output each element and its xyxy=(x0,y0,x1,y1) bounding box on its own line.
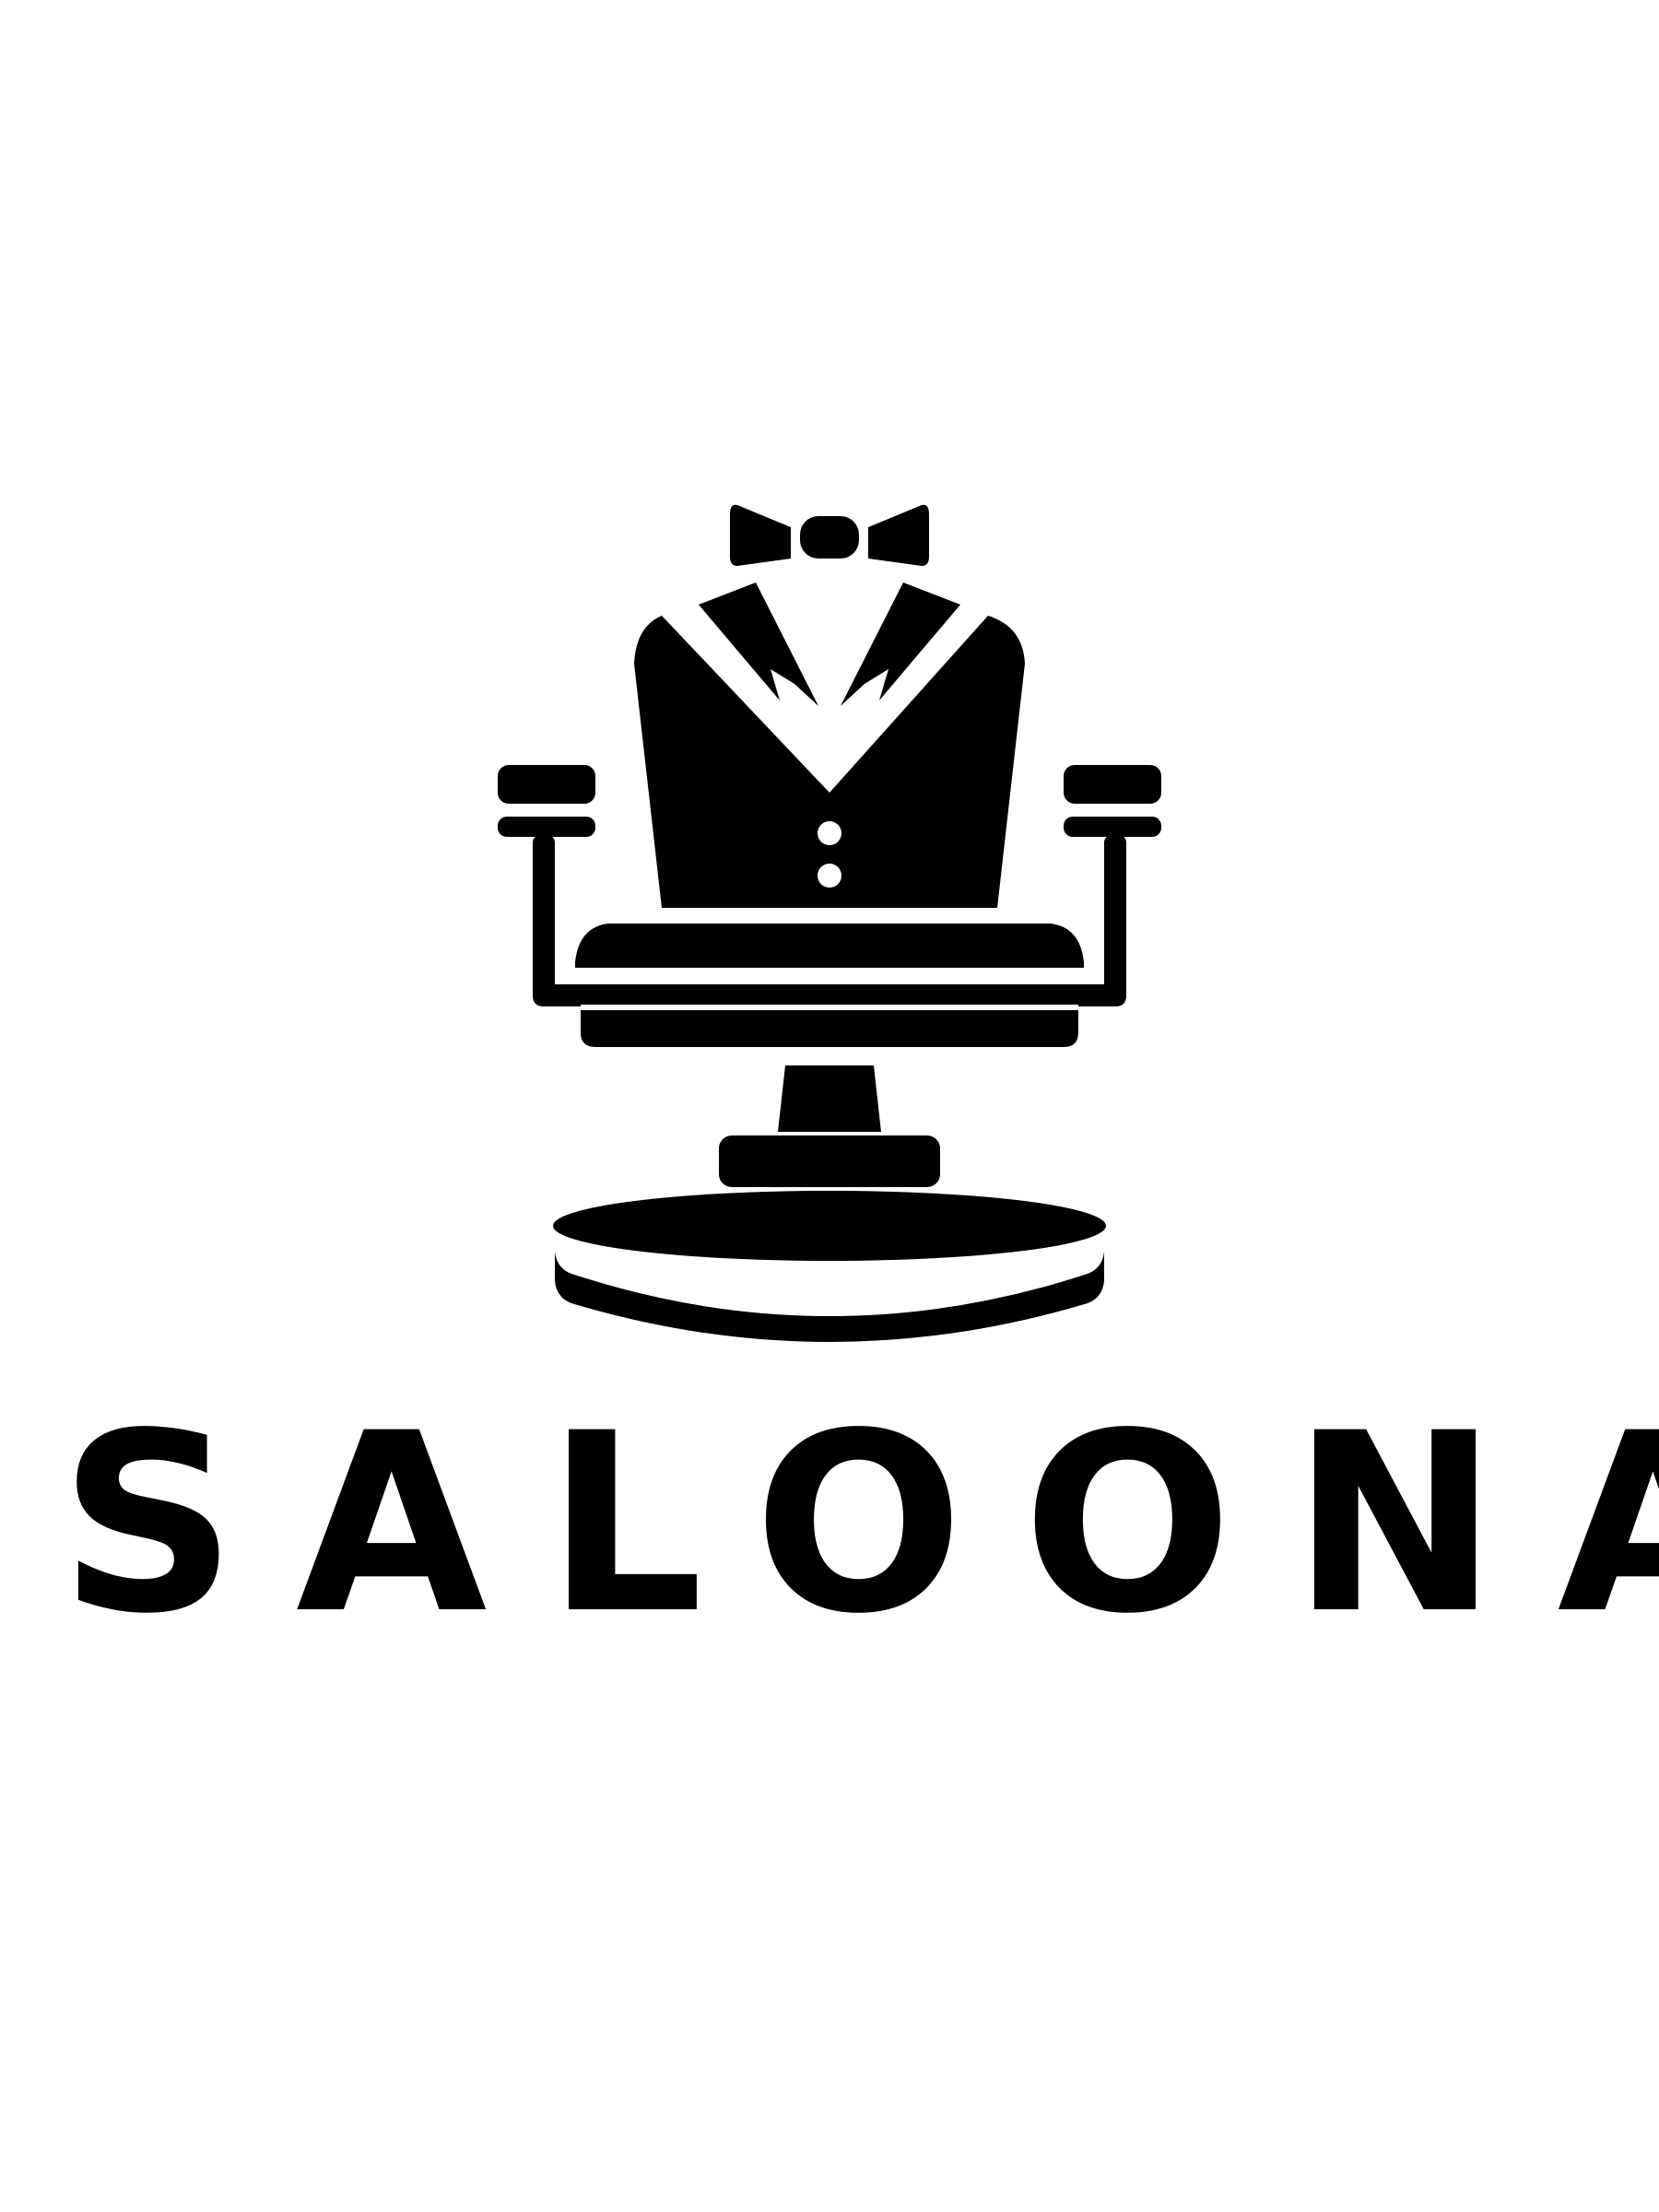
chair-base-disc xyxy=(553,1191,1106,1342)
seat-base xyxy=(581,1010,1078,1047)
seat-cushion xyxy=(575,924,1084,968)
left-armrest xyxy=(498,765,595,1006)
post-collar xyxy=(719,1135,940,1187)
tuxedo-backrest xyxy=(634,582,1025,908)
bow-tie-icon xyxy=(730,504,929,566)
chair-post xyxy=(778,1065,881,1132)
brand-wordmark: SALOONA xyxy=(59,1381,1659,1668)
barber-chair-tuxedo-icon xyxy=(498,504,1161,1342)
right-armrest xyxy=(1064,765,1161,1006)
seat-frame xyxy=(553,984,1106,1005)
